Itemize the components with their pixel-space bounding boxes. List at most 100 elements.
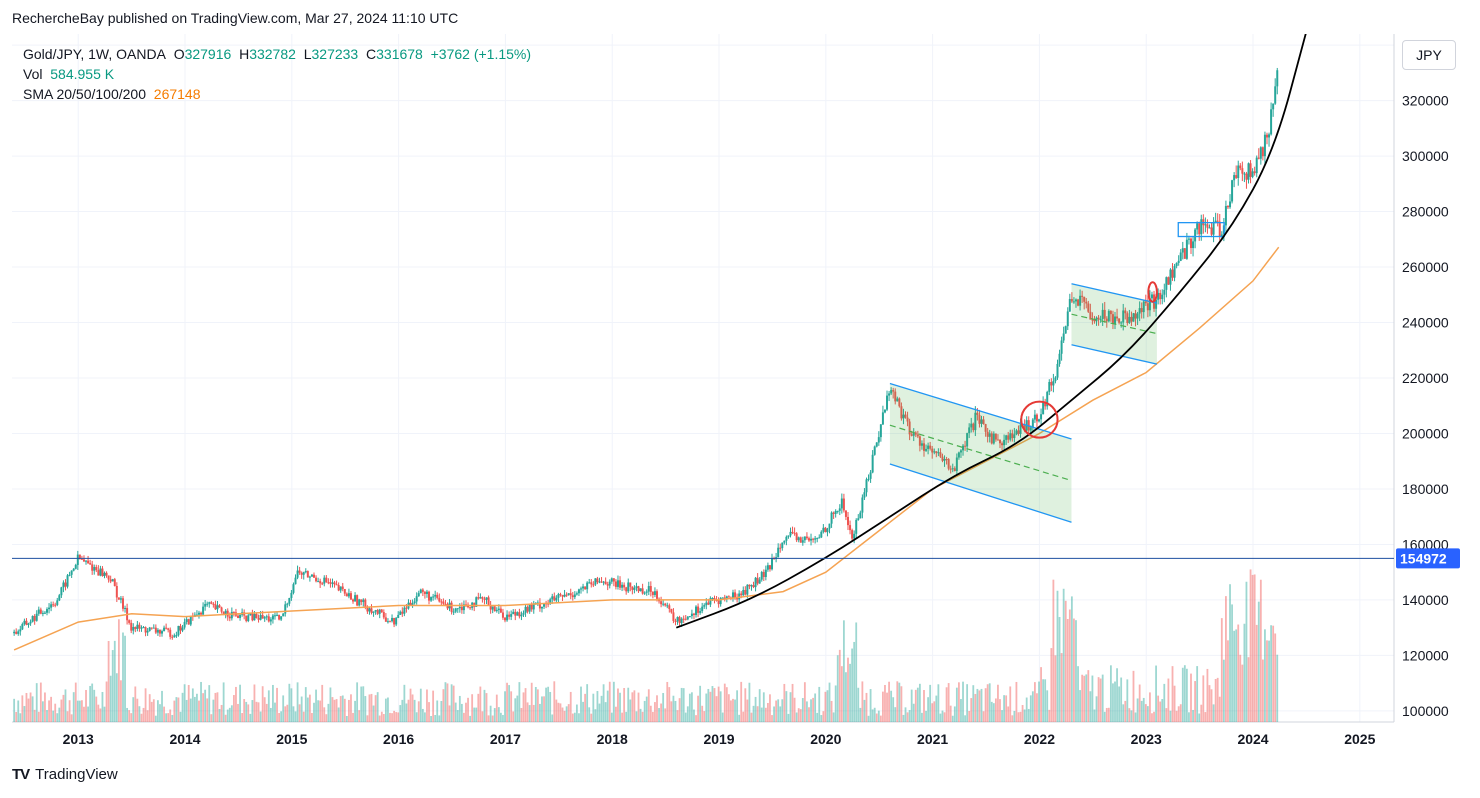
candle-body — [824, 527, 827, 533]
volume-bar — [269, 707, 272, 722]
volume-bar — [882, 691, 884, 722]
candle-body — [325, 577, 328, 583]
chart-frame[interactable]: 3400003200003000002800002600002400002200… — [12, 34, 1466, 764]
candle-body — [838, 508, 841, 511]
volume-bar — [1151, 713, 1153, 722]
currency-button[interactable]: JPY — [1402, 40, 1456, 70]
volume-bar — [446, 683, 449, 722]
candle-body — [740, 593, 743, 596]
candle-body — [200, 612, 203, 615]
volume-bar — [1266, 640, 1268, 722]
volume-bar — [1077, 666, 1079, 722]
volume-bar — [463, 712, 465, 722]
volume-bar — [1149, 692, 1151, 722]
candle-body — [171, 636, 174, 638]
candle-body — [257, 618, 260, 620]
volume-bar — [1009, 686, 1012, 722]
candle-body — [220, 607, 223, 612]
volume-bar — [988, 683, 991, 722]
candle-body — [58, 595, 61, 601]
volume-bar — [1169, 710, 1172, 722]
volume-bar — [693, 709, 695, 722]
candle-body — [516, 612, 519, 616]
candle-body — [631, 586, 634, 590]
candle-body — [826, 528, 829, 533]
volume-bar — [890, 690, 893, 722]
volume-bar — [1062, 588, 1065, 722]
volume-bar — [460, 703, 463, 722]
candle-body — [1185, 239, 1188, 259]
volume-bar — [547, 686, 550, 722]
volume-bar — [951, 715, 954, 722]
symbol-label[interactable]: Gold/JPY, 1W, OANDA — [23, 46, 166, 62]
volume-bar — [949, 705, 952, 722]
volume-bar — [1270, 625, 1272, 722]
candle-body — [787, 535, 790, 537]
candle-body — [514, 611, 517, 616]
volume-bar — [1177, 706, 1180, 722]
candle-body — [1257, 157, 1260, 159]
candle-body — [1015, 430, 1018, 435]
candle-body — [840, 498, 843, 509]
candle-body — [1042, 401, 1045, 415]
candle-body — [376, 610, 379, 614]
volume-bar — [1272, 625, 1275, 722]
candle-body — [785, 536, 788, 541]
volume-bar — [44, 692, 46, 722]
price-chart[interactable]: 3400003200003000002800002600002400002200… — [12, 34, 1466, 764]
volume-bar — [337, 707, 340, 722]
volume-bar — [479, 686, 482, 722]
volume-bar — [691, 692, 693, 722]
volume-bar — [214, 692, 217, 722]
volume-bar — [810, 699, 812, 722]
candle-body — [446, 604, 449, 609]
candle-body — [261, 615, 264, 619]
volume-bar — [1245, 581, 1248, 722]
candle-body — [495, 609, 498, 612]
candle-body — [360, 599, 363, 603]
candle-body — [1163, 289, 1166, 295]
candle-body — [1194, 229, 1197, 242]
volume-bar — [415, 712, 418, 722]
candle-body — [21, 624, 24, 630]
candle-body — [399, 611, 402, 615]
candle-body — [296, 570, 299, 578]
volume-bar — [154, 715, 157, 722]
candle-body — [265, 616, 268, 618]
candle-body — [271, 615, 274, 620]
candle-body — [1087, 303, 1090, 312]
candle-body — [33, 615, 36, 621]
candle-body — [797, 537, 800, 541]
volume-bar — [1181, 667, 1184, 722]
volume-bar — [360, 686, 363, 722]
volume-bar — [1122, 704, 1125, 722]
tradingview-logo-icon[interactable]: TV — [12, 766, 30, 783]
candle-body — [1052, 381, 1055, 386]
volume-bar — [964, 715, 966, 722]
candle-body — [982, 419, 985, 425]
candle-body — [705, 602, 708, 606]
sma-label[interactable]: SMA 20/50/100/200 — [23, 86, 146, 102]
volume-bar — [333, 699, 336, 722]
volume-bar — [1173, 685, 1176, 722]
volume-bar — [929, 684, 932, 722]
candle-body — [136, 624, 139, 629]
volume-bar — [1216, 677, 1219, 722]
tradingview-brand[interactable]: TradingView — [35, 766, 118, 783]
candle-body — [290, 592, 293, 598]
candle-body — [828, 523, 831, 529]
volume-label[interactable]: Vol — [23, 66, 43, 82]
candle-body — [1044, 401, 1047, 407]
candle-body — [333, 582, 336, 585]
volume-bar — [200, 681, 202, 722]
volume-bar — [473, 707, 476, 722]
volume-bar — [639, 708, 642, 722]
candle-body — [998, 439, 1001, 444]
candle-body — [810, 538, 813, 541]
candle-body — [415, 596, 418, 602]
candle-body — [189, 615, 192, 625]
volume-bar — [713, 688, 716, 722]
candle-body — [337, 585, 340, 591]
volume-bar — [113, 640, 116, 722]
candle-body — [87, 560, 90, 564]
